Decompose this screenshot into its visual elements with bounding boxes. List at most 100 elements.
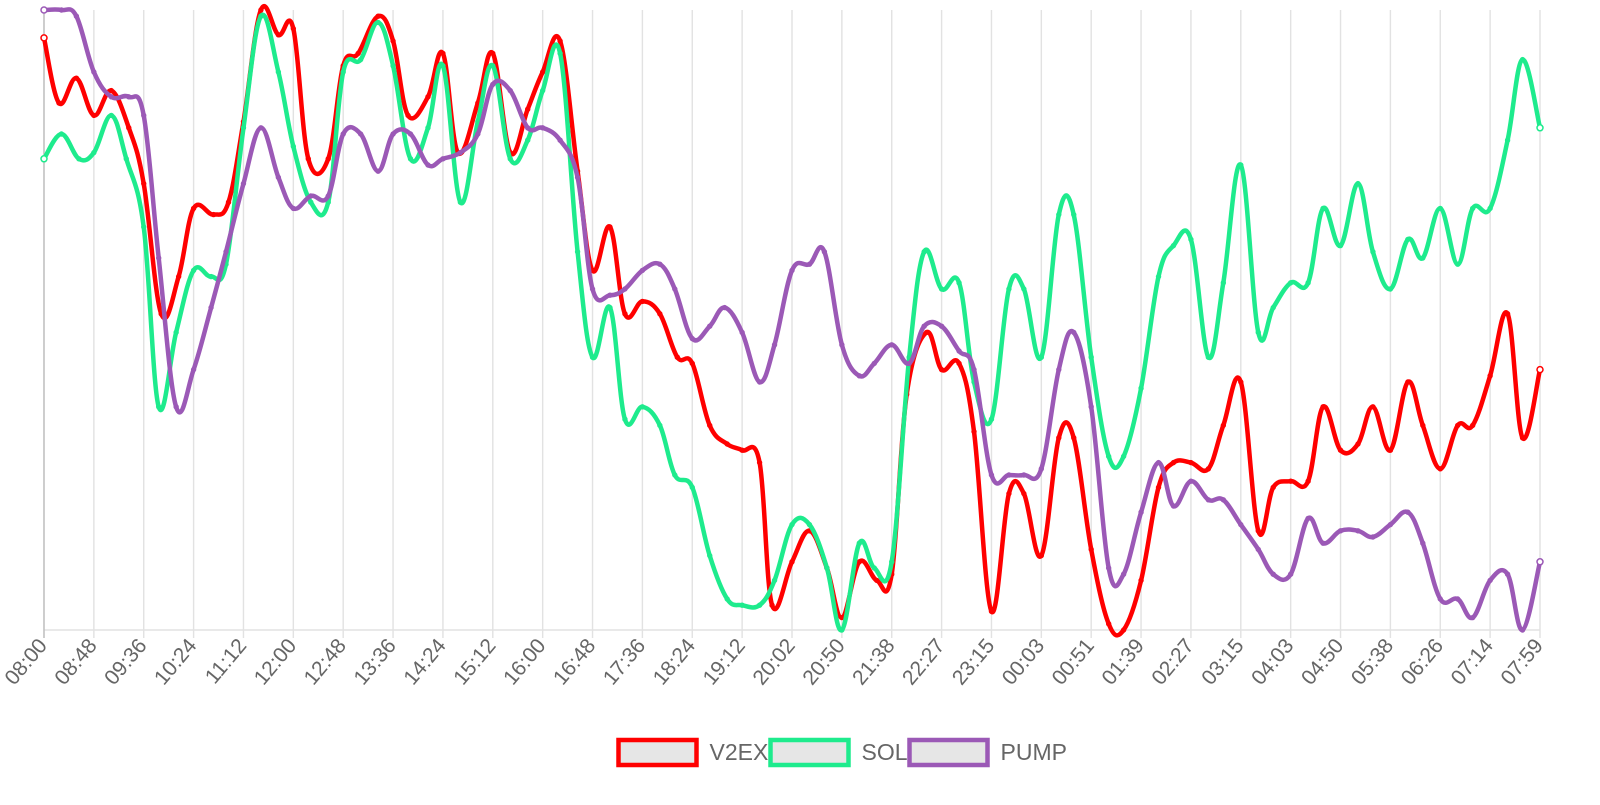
data-point-sol-87 (1487, 205, 1493, 212)
data-point-v2ex-1 (56, 100, 62, 106)
data-point-pump-43 (756, 379, 763, 385)
data-point-pump-14 (275, 174, 282, 181)
data-point-pump-30 (539, 125, 546, 131)
data-point-sol-28 (507, 156, 513, 162)
data-point-v2ex-65 (1120, 627, 1127, 633)
data-point-v2ex-20 (375, 13, 381, 19)
data-point-sol-71 (1220, 280, 1227, 286)
x-tick-label-15: 20:02 (748, 634, 799, 689)
data-point-sol-33 (589, 354, 596, 360)
data-point-v2ex-40 (707, 422, 713, 429)
x-tick-label-20: 00:03 (998, 634, 1049, 689)
data-point-pump-26 (475, 131, 481, 137)
data-point-v2ex-57 (988, 608, 995, 615)
data-point-v2ex-22 (405, 112, 411, 119)
data-point-sol-84 (1437, 205, 1443, 212)
x-tick-label-9: 15:12 (449, 634, 500, 689)
data-point-sol-79 (1355, 180, 1361, 187)
data-point-v2ex-19 (355, 50, 361, 57)
data-point-sol-61 (1056, 211, 1062, 218)
data-point-sol-54 (938, 286, 945, 292)
data-point-sol-47 (824, 565, 830, 571)
data-point-sol-80 (1370, 249, 1376, 255)
data-point-pump-47 (821, 249, 828, 255)
data-point-sol-43 (756, 602, 763, 608)
data-point-sol-76 (1305, 280, 1311, 286)
data-point-pump-74 (1270, 571, 1276, 577)
data-point-pump-49 (856, 373, 863, 379)
data-point-v2ex-83 (1420, 422, 1426, 429)
data-point-sol-62 (1071, 211, 1077, 218)
data-point-v2ex-30 (539, 69, 546, 75)
legend-item-sol: SOL (768, 737, 908, 768)
data-point-sol-88 (1504, 137, 1511, 143)
data-point-v2ex-77 (1320, 404, 1326, 410)
x-tick-label-14: 19:12 (699, 634, 750, 689)
data-point-pump-4 (108, 94, 115, 100)
data-point-pump-70 (1205, 497, 1212, 503)
data-point-pump-65 (1120, 571, 1127, 577)
x-tick-label-11: 16:48 (549, 634, 600, 689)
data-point-v2ex-13 (258, 7, 264, 13)
data-point-pump-19 (357, 131, 364, 137)
data-point-pump-40 (707, 323, 713, 329)
x-tick-label-0: 08:00 (0, 634, 51, 689)
data-point-pump-80 (1370, 534, 1376, 540)
data-point-sol-72 (1238, 162, 1244, 168)
data-point-v2ex-53 (923, 329, 930, 336)
data-point-v2ex-50 (874, 577, 880, 584)
data-point-sol-89 (1519, 56, 1526, 63)
data-point-pump-67 (1155, 459, 1162, 466)
data-point-pump-31 (557, 137, 563, 143)
data-point-pump-45 (789, 267, 795, 274)
data-point-v2ex-76 (1305, 478, 1311, 484)
data-point-v2ex-54 (938, 366, 945, 373)
data-point-pump-27 (490, 81, 496, 88)
data-point-pump-88 (1504, 571, 1511, 577)
data-point-v2ex-68 (1170, 459, 1177, 466)
data-point-sol-4 (108, 112, 115, 119)
data-point-pump-2 (73, 13, 80, 19)
data-point-v2ex-17 (325, 156, 331, 162)
data-point-pump-1 (58, 7, 65, 13)
data-point-sol-77 (1320, 205, 1326, 212)
data-point-pump-78 (1337, 528, 1344, 534)
data-point-v2ex-9 (190, 205, 197, 212)
data-point-sol-51 (889, 559, 895, 565)
data-point-pump-16 (308, 193, 314, 199)
data-point-v2ex-38 (674, 354, 681, 360)
data-point-pump-35 (622, 286, 628, 292)
data-point-v2ex-36 (639, 298, 646, 305)
data-point-v2ex-80 (1370, 404, 1376, 410)
data-point-v2ex-5 (126, 125, 132, 131)
data-point-sol-74 (1270, 304, 1276, 311)
data-point-sol-34 (607, 304, 613, 311)
x-tick-label-2: 09:36 (100, 634, 151, 689)
legend: V2EX SOL PUMP (616, 737, 1067, 768)
x-tick-label-27: 05:38 (1347, 634, 1398, 689)
data-point-pump-34 (607, 292, 613, 298)
data-point-v2ex-24 (440, 50, 446, 57)
data-point-sol-0 (40, 155, 48, 163)
data-point-sol-48 (839, 627, 845, 633)
data-point-sol-41 (724, 596, 730, 602)
data-point-sol-15 (290, 143, 297, 150)
legend-swatch-pump (907, 737, 990, 768)
data-point-pump-21 (390, 131, 396, 137)
data-point-sol-67 (1155, 273, 1162, 280)
data-point-v2ex-86 (1469, 422, 1476, 429)
data-point-v2ex-85 (1455, 422, 1461, 429)
x-tick-label-10: 16:00 (499, 634, 550, 689)
data-point-pump-23 (425, 162, 431, 168)
data-point-pump-9 (190, 366, 197, 373)
data-point-v2ex-3 (91, 112, 97, 119)
data-point-pump-24 (440, 156, 446, 162)
data-point-sol-53 (921, 249, 927, 255)
data-point-sol-29 (525, 137, 531, 143)
data-point-v2ex-37 (657, 311, 663, 317)
data-point-pump-56 (971, 366, 977, 373)
x-tick-label-30: 07:59 (1496, 634, 1547, 689)
data-point-pump-66 (1138, 509, 1144, 515)
data-point-pump-86 (1469, 614, 1476, 621)
data-point-sol-16 (308, 199, 314, 205)
